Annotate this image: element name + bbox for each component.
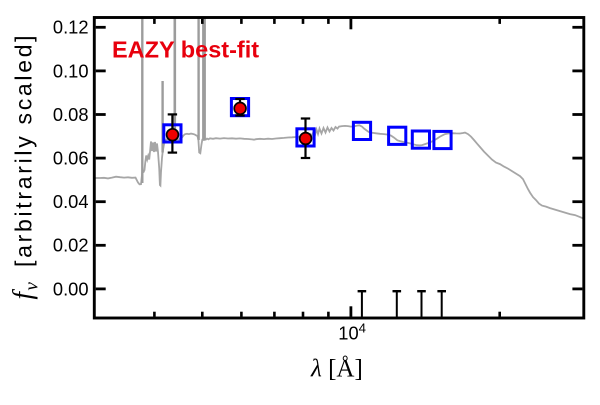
svg-text:λ [Å]: λ [Å] [310,356,363,383]
svg-text:0.06: 0.06 [53,148,89,169]
svg-text:0.10: 0.10 [53,60,89,81]
svg-text:0.00: 0.00 [53,278,89,299]
svg-text:EAZY best-fit: EAZY best-fit [112,37,259,63]
svg-text:0.08: 0.08 [53,104,89,125]
svg-text:0.04: 0.04 [53,191,89,212]
svg-text:0.12: 0.12 [53,17,89,38]
svg-text:0.02: 0.02 [53,235,89,256]
svg-text:fν [arbitrarily scaled]: fν [arbitrarily scaled] [8,33,43,300]
